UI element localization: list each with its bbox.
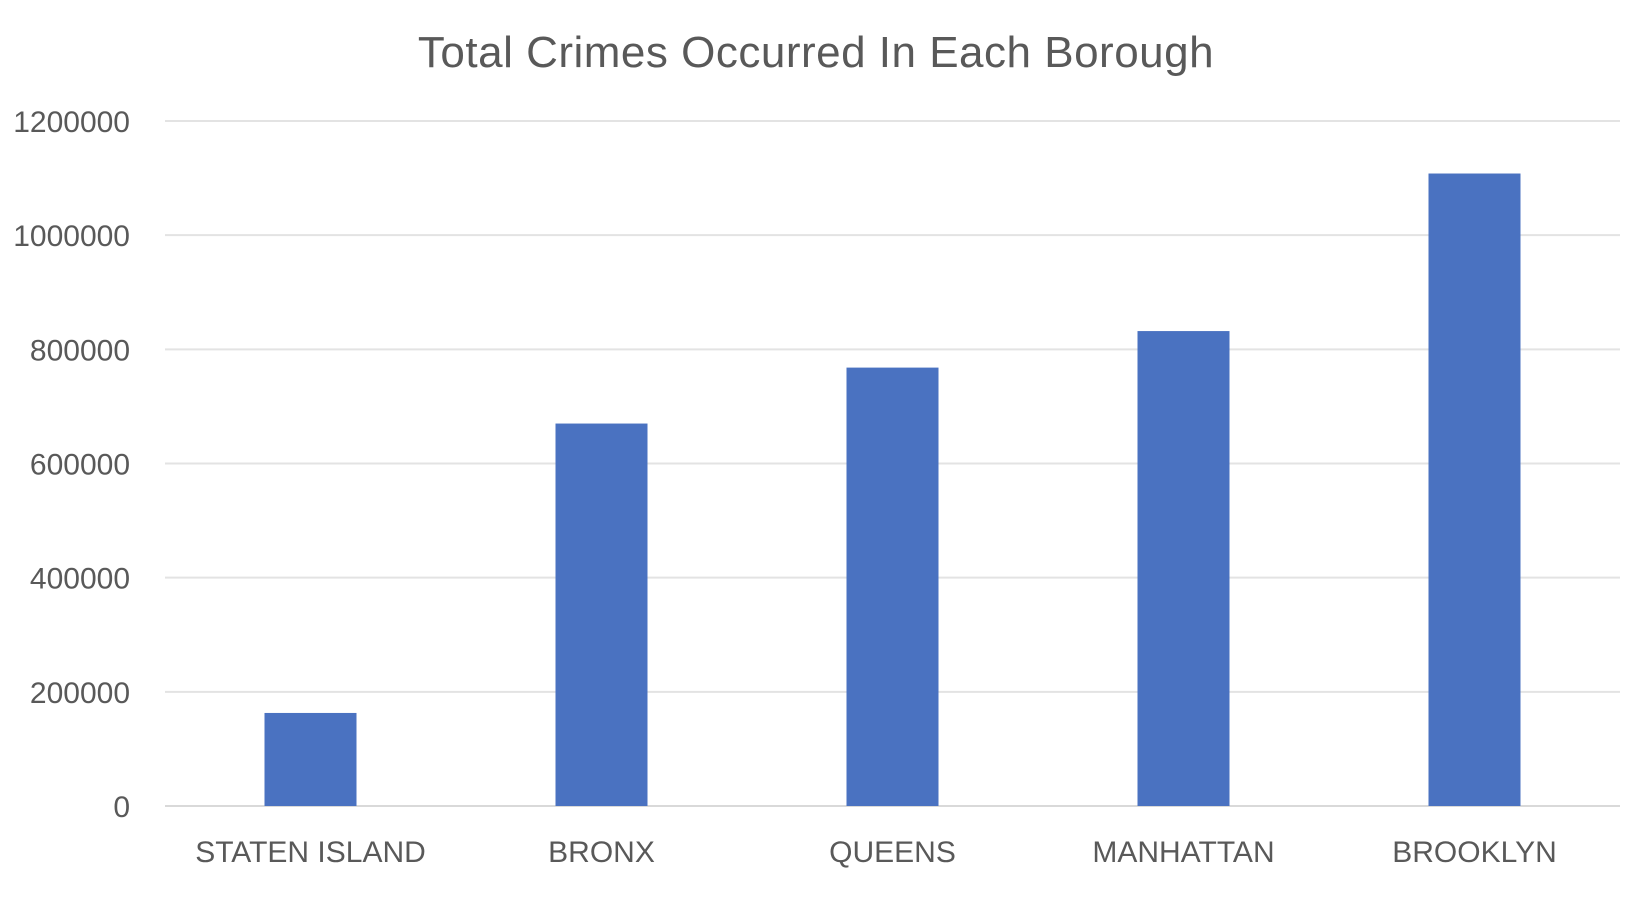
bar-brooklyn bbox=[1428, 173, 1521, 806]
x-tick-label: STATEN ISLAND bbox=[195, 836, 426, 869]
x-tick-label: MANHATTAN bbox=[1092, 836, 1274, 869]
chart-title: Total Crimes Occurred In Each Borough bbox=[417, 28, 1215, 77]
y-tick-label: 200000 bbox=[30, 677, 130, 710]
y-tick-label: 1200000 bbox=[13, 106, 130, 139]
y-tick-label: 800000 bbox=[30, 334, 130, 367]
x-tick-label: BRONX bbox=[548, 836, 655, 869]
x-tick-label: BROOKLYN bbox=[1392, 836, 1557, 869]
bar-queens bbox=[846, 367, 939, 806]
y-tick-label: 1000000 bbox=[13, 220, 130, 253]
y-tick-label: 600000 bbox=[30, 449, 130, 482]
bar-manhattan bbox=[1137, 331, 1230, 806]
x-tick-label: QUEENS bbox=[829, 836, 956, 869]
bar-staten-island bbox=[264, 712, 357, 806]
y-tick-label: 0 bbox=[113, 791, 130, 824]
y-tick-label: 400000 bbox=[30, 563, 130, 596]
bar-bronx bbox=[555, 423, 648, 806]
